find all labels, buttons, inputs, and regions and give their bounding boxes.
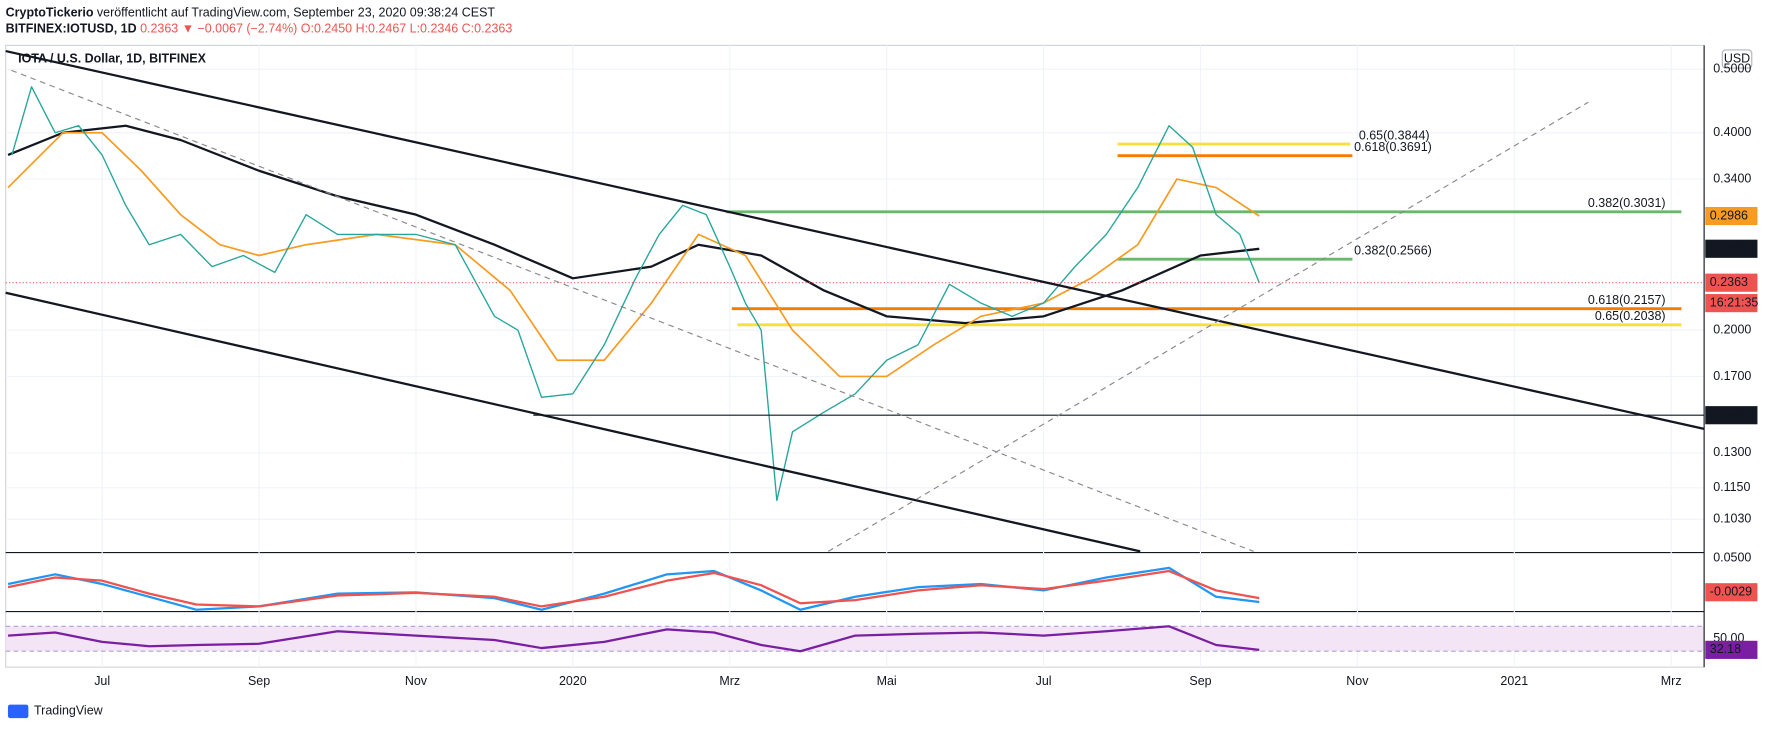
y-tick-label: 0.4000: [1713, 125, 1751, 139]
series-line: [7, 625, 1260, 653]
fib-label: 0.65(0.3844): [1359, 128, 1430, 142]
countdown: 16:21:35: [1710, 295, 1759, 309]
y-tick-label: 0.2000: [1713, 323, 1751, 337]
y-tick-label: 0.1700: [1713, 369, 1751, 383]
currency-button[interactable]: [1721, 49, 1753, 69]
currency: USD: [1724, 51, 1750, 65]
trend-line: [5, 291, 1141, 553]
fib-label: 0.618(0.2157): [1588, 293, 1666, 307]
change: ▼ −0.0067 (−2.74%): [182, 22, 298, 36]
fib-label: 0.382(0.2566): [1354, 244, 1432, 258]
x-tick-label: Mrz: [1661, 674, 1682, 688]
x-tick-label: Jul: [1036, 674, 1052, 688]
price-badge: [1705, 406, 1758, 425]
dashed-trend: [827, 101, 1589, 552]
fib-label: 0.65(0.2038): [1595, 309, 1666, 323]
last: 0.2363: [140, 22, 178, 36]
symbol: BITFINEX:IOTUSD, 1D: [6, 22, 137, 36]
trend-line: [5, 49, 1705, 430]
plot-frame: [5, 44, 1705, 668]
y-tick-label: 0.0500: [1713, 550, 1751, 564]
x-tick-label: Sep: [1189, 674, 1211, 688]
x-tick-label: Mai: [877, 674, 897, 688]
rsi-band: [5, 626, 1705, 652]
open: O:0.2450: [301, 22, 352, 36]
price-badge: [1705, 640, 1758, 659]
logo: [7, 704, 29, 719]
series-line: [7, 124, 1260, 325]
y-tick-label: 0.1150: [1713, 480, 1750, 494]
badge-label: 0.1484: [1710, 408, 1748, 422]
x-tick-label: Mrz: [719, 674, 740, 688]
series-line: [7, 569, 1260, 608]
dashed-trend: [11, 69, 1254, 552]
close: C:0.2363: [462, 22, 513, 36]
x-tick-label: 2020: [559, 674, 587, 688]
badge-label: 32.18: [1710, 642, 1741, 656]
badge-label: 0.2662: [1710, 241, 1748, 255]
author: CryptoTickerio: [6, 6, 94, 20]
y-tick-label: 0.3400: [1713, 171, 1751, 185]
header-line: BITFINEX:IOTUSD, 1D 0.2363 ▼ −0.0067 (−2…: [6, 22, 513, 36]
header-line: CryptoTickerio veröffentlicht auf Tradin…: [6, 6, 496, 20]
price-badge: [1705, 583, 1758, 602]
badge-label: 0.2363: [1710, 275, 1748, 289]
series-line: [7, 131, 1260, 378]
x-tick-label: Nov: [405, 674, 428, 688]
countdown-badge: [1705, 294, 1758, 313]
price-badge: [1705, 273, 1758, 292]
y-tick-label: 0.1030: [1713, 512, 1751, 526]
fib-label: 0.382(0.3031): [1588, 196, 1666, 210]
high: H:0.2467: [356, 22, 407, 36]
chart-title: IOTA / U.S. Dollar, 1D, BITFINEX: [18, 51, 206, 65]
plot: 0.65(0.3844)0.618(0.3691) 0.382(0.3031) 0.…: [5, 45, 1705, 668]
axis-layer: Jul Sep Nov 2020 Mrz Mai Jul Sep Nov 2021 Mrz 0.500…: [94, 61, 1758, 688]
published: veröffentlicht auf TradingView.com, Sept…: [97, 6, 495, 20]
low: L:0.2346: [410, 22, 459, 36]
x-tick-label: Jul: [94, 674, 110, 688]
brand: TradingView: [34, 704, 104, 718]
x-tick-label: 2021: [1500, 674, 1528, 688]
chart-root: CryptoTickerio veröffentlicht auf Tradin…: [5, 6, 1779, 719]
y-tick-label: 0.5000: [1713, 61, 1751, 75]
badge-label: -0.0029: [1710, 585, 1752, 599]
fib-label: 0.618(0.3691): [1354, 140, 1432, 154]
x-tick-label: Nov: [1346, 674, 1369, 688]
price-badge: [1705, 206, 1758, 226]
y-tick-label: 0.1300: [1713, 445, 1751, 459]
x-tick-label: Sep: [248, 674, 270, 688]
price-axis: [1704, 45, 1779, 668]
badge-label: 0.2986: [1710, 208, 1748, 222]
price-badge: [1705, 239, 1758, 258]
